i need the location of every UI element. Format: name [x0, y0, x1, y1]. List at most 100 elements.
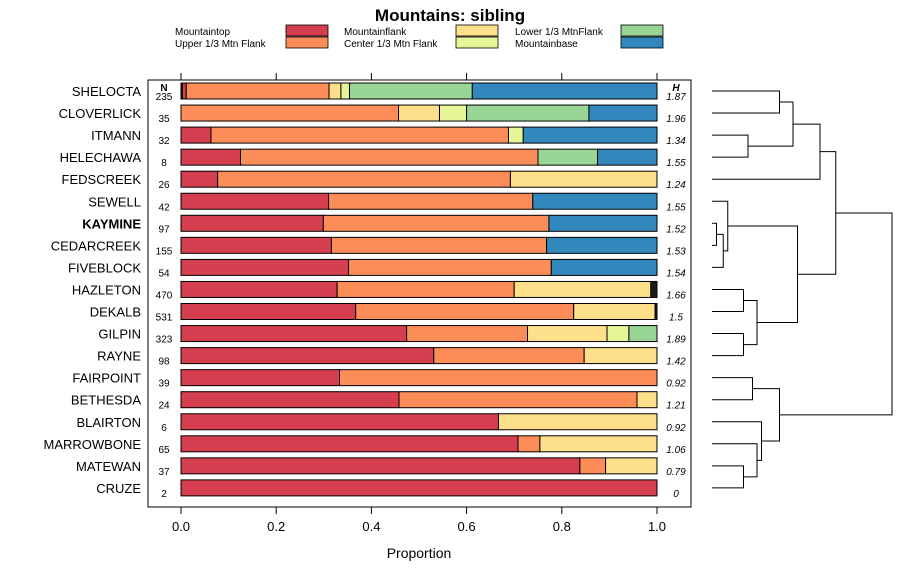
- n-value: 24: [158, 401, 170, 412]
- row-label: HELECHAWA: [60, 150, 142, 165]
- dendrogram-link: [712, 222, 717, 246]
- bar-segment: [471, 82, 658, 100]
- bar-segment: [180, 280, 338, 298]
- row-label: FEDSCREEK: [62, 172, 142, 187]
- bar-segment: [532, 192, 658, 210]
- h-value: 1.66: [666, 290, 686, 301]
- x-tick-label: 0.6: [458, 519, 476, 534]
- bar-segment: [497, 413, 658, 431]
- bar-segment: [509, 170, 658, 188]
- bar-segment: [180, 104, 400, 122]
- bar-segment: [180, 435, 519, 453]
- x-tick-label: 0.4: [362, 519, 380, 534]
- row-label: MARROWBONE: [44, 437, 142, 452]
- bar-segment: [636, 391, 658, 409]
- bar-row: KAYMINE 97 1.52: [82, 214, 686, 235]
- bar-row: SHELOCTA 235 1.87: [72, 82, 686, 103]
- bar-row: FIVEBLOCK 54 1.54: [68, 258, 686, 279]
- bar-segment: [433, 347, 585, 365]
- legend-swatch: [285, 24, 329, 37]
- row-label: SEWELL: [88, 194, 141, 209]
- h-value: 1.24: [666, 180, 686, 191]
- h-value: 1.53: [666, 246, 686, 257]
- row-label: BETHESDA: [71, 393, 141, 408]
- bar-segment: [185, 82, 330, 100]
- bar-segment: [348, 258, 552, 276]
- bar-segment: [322, 214, 550, 232]
- bar-segment: [328, 82, 342, 100]
- row-label: FIVEBLOCK: [68, 260, 141, 275]
- bar-segment: [180, 391, 400, 409]
- bar-segment: [180, 369, 341, 387]
- n-value: 65: [158, 445, 170, 456]
- bar-row: CEDARCREEK 155 1.53: [51, 236, 686, 257]
- bar-segment: [522, 126, 658, 144]
- bar-segment: [398, 391, 638, 409]
- dendrogram-link: [712, 123, 821, 180]
- bar-segment: [513, 280, 652, 298]
- bar-segment: [548, 214, 658, 232]
- n-value: 37: [158, 467, 170, 478]
- bar-segment: [240, 148, 539, 166]
- legend-label: Center 1/3 Mtn Flank: [344, 39, 438, 50]
- bar-row: MATEWAN 37 0.79: [76, 457, 686, 478]
- bar-segment: [180, 192, 330, 210]
- dendrogram-link: [712, 288, 744, 312]
- bar-segment: [438, 104, 468, 122]
- bar-segment: [507, 126, 524, 144]
- bar-segment: [180, 170, 219, 188]
- dendrogram-link: [743, 299, 758, 346]
- dendrogram-link: [712, 200, 729, 252]
- bar-row: HELECHAWA 8 1.55: [60, 148, 686, 169]
- bar-segment: [398, 104, 440, 122]
- bar-segment: [349, 82, 473, 100]
- dendrogram: [712, 90, 893, 489]
- x-axis-label: Proportion: [387, 545, 452, 561]
- n-value: 39: [158, 379, 170, 390]
- legend-label: Upper 1/3 Mtn Flank: [175, 39, 267, 50]
- dendrogram-link: [712, 90, 780, 114]
- bar-segment: [180, 457, 581, 475]
- bar-segment: [180, 303, 357, 320]
- row-label: KAYMINE: [82, 216, 141, 231]
- h-value: 1.54: [666, 268, 686, 279]
- x-tick-label: 0.2: [267, 519, 285, 534]
- h-value: 1.55: [666, 202, 686, 213]
- x-tick-label: 0.8: [553, 519, 571, 534]
- n-value: 54: [158, 268, 170, 279]
- n-value: 470: [156, 290, 173, 301]
- bar-segment: [583, 347, 658, 365]
- legend-label: Mountaintop: [175, 27, 230, 38]
- h-value: 1.87: [666, 92, 686, 103]
- bar-segment: [217, 170, 511, 188]
- legend-swatch: [620, 24, 664, 37]
- dendrogram-link: [752, 388, 780, 442]
- bar-segment: [579, 457, 607, 475]
- row-label: MATEWAN: [76, 459, 141, 474]
- bar-segment: [537, 148, 598, 166]
- bar-segment: [180, 325, 408, 343]
- bar-segment: [181, 82, 187, 100]
- h-column-header: H: [672, 83, 680, 94]
- row-label: BLAIRTON: [76, 415, 141, 430]
- bar-segment: [180, 126, 212, 144]
- n-value: 97: [158, 224, 170, 235]
- plot-frame: [147, 79, 692, 508]
- bar-segment: [597, 148, 658, 166]
- bar-segment: [180, 148, 241, 166]
- row-label: CEDARCREEK: [51, 238, 142, 253]
- h-value: 1.96: [666, 114, 686, 125]
- h-value: 0.79: [666, 467, 686, 478]
- h-value: 1.06: [666, 445, 686, 456]
- row-label: DEKALB: [90, 305, 141, 320]
- x-tick-label: 0.0: [172, 519, 190, 534]
- bar-segment: [180, 479, 658, 497]
- bar-segment: [180, 214, 324, 232]
- bar-segment: [550, 258, 658, 276]
- bar-segment: [336, 280, 515, 298]
- row-label: GILPIN: [98, 327, 141, 342]
- bar-row: FEDSCREEK 26 1.24: [62, 170, 686, 191]
- bar-segment: [180, 236, 332, 254]
- bar-segment: [546, 236, 658, 254]
